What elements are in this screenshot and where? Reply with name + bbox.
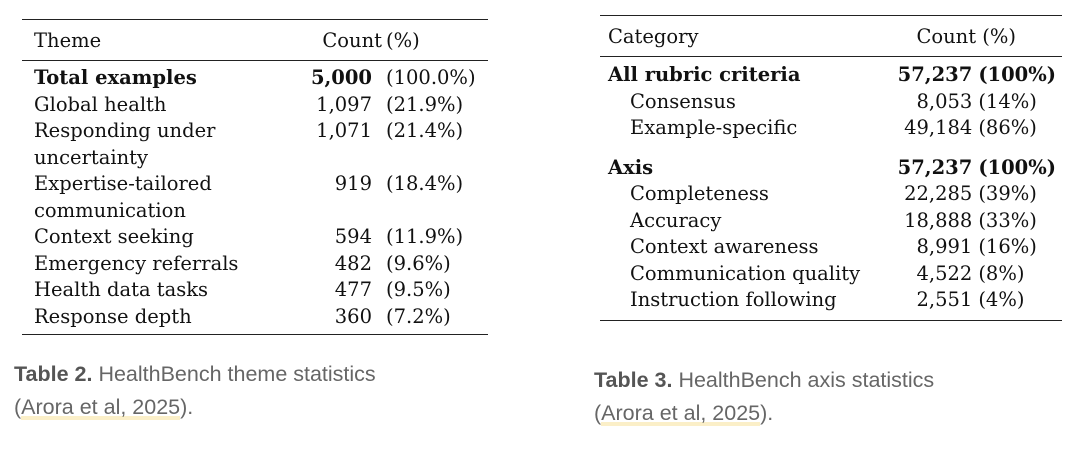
category-count: 49,184 — [904, 116, 973, 139]
theme-pct: (9.5%) — [386, 278, 451, 301]
table-row: Accuracy 18,888 (33%) — [600, 208, 1062, 235]
table-row: Context awareness 8,991 (16%) — [600, 234, 1062, 261]
axis-name: Communication quality — [630, 261, 861, 285]
category-pct: (14%) — [978, 89, 1037, 113]
category-name: Consensus — [630, 89, 736, 113]
theme-count: 919 — [334, 172, 372, 195]
theme-pct: (21.4%) — [386, 119, 464, 142]
category-name: Example-specific — [630, 116, 798, 139]
table-row: Global health 1,097 (21.9%) — [22, 92, 488, 119]
caption-text: HealthBench theme statistics — [92, 362, 376, 386]
header-pct: (%) — [386, 19, 488, 61]
theme-statistics-table: Theme Count (%) Total examples 5,000 (10… — [22, 19, 488, 335]
header-theme: Theme — [22, 19, 304, 61]
axis-name: Context awareness — [630, 235, 819, 258]
theme-count: 1,071 — [316, 119, 372, 142]
header-count-pct: Count (%) — [862, 15, 1062, 57]
axis-count: 4,522 — [916, 261, 973, 285]
theme-name: Context seeking — [34, 225, 194, 248]
caption-open-paren: ( — [594, 401, 602, 425]
theme-pct: (21.9%) — [386, 92, 464, 116]
theme-name: Global health — [34, 92, 167, 116]
table-row: Consensus 8,053 (14%) — [600, 89, 1062, 116]
table-row: Communication quality 4,522 (8%) — [600, 261, 1062, 288]
table-row: Instruction following 2,551 (4%) — [600, 287, 1062, 320]
caption-close-paren: ). — [180, 395, 194, 419]
axis-count: 22,285 — [904, 182, 973, 205]
header-row: Category Count (%) — [600, 15, 1062, 57]
theme-name: Emergency referrals — [34, 251, 239, 275]
theme-name: Expertise-tailored communication — [34, 172, 212, 222]
table-row: Responding under uncertainty 1,071 (21.4%… — [22, 118, 488, 171]
caption-close-paren: ). — [760, 401, 774, 425]
group-count: 57,237 — [897, 63, 973, 86]
total-label: Total examples — [34, 66, 197, 89]
theme-pct: (9.6%) — [386, 251, 451, 275]
total-row: Total examples 5,000 (100.0%) — [22, 61, 488, 92]
axis-count: 8,991 — [916, 235, 973, 258]
header-count: Count — [304, 19, 386, 61]
citation-link[interactable]: Arora et al, 2025 — [21, 395, 181, 420]
theme-count: 594 — [334, 225, 372, 248]
axis-count: 2,551 — [916, 288, 973, 311]
category-count: 8,053 — [916, 89, 973, 113]
caption-open-paren: ( — [14, 395, 22, 419]
theme-count: 477 — [334, 278, 372, 301]
group-pct: (100%) — [978, 63, 1056, 86]
group-count: 57,237 — [897, 155, 973, 179]
total-pct: (100.0%) — [386, 66, 476, 89]
axis-count: 18,888 — [904, 208, 973, 232]
caption-label: Table 3. — [594, 368, 673, 392]
theme-count: 1,097 — [316, 92, 372, 116]
theme-pct: (18.4%) — [386, 172, 464, 195]
theme-count: 482 — [334, 251, 372, 275]
theme-pct: (11.9%) — [386, 225, 464, 248]
group-name: All rubric criteria — [608, 63, 801, 86]
group-row: All rubric criteria 57,237 (100%) — [600, 57, 1062, 89]
table-row: Completeness 22,285 (39%) — [600, 181, 1062, 208]
caption-label: Table 2. — [14, 362, 93, 386]
group-name: Axis — [608, 155, 654, 179]
axis-pct: (33%) — [978, 208, 1037, 232]
axis-pct: (16%) — [978, 235, 1037, 258]
caption-text: HealthBench axis statistics — [672, 368, 935, 392]
group-pct: (100%) — [978, 155, 1056, 179]
axis-pct: (4%) — [978, 288, 1025, 311]
header-row: Theme Count (%) — [22, 19, 488, 61]
citation-link[interactable]: Arora et al, 2025 — [601, 401, 761, 426]
table-2-caption: Table 2. HealthBench theme statistics (Ar… — [14, 358, 484, 424]
theme-name: Responding under uncertainty — [34, 119, 216, 169]
total-count: 5,000 — [310, 66, 372, 89]
theme-count: 360 — [334, 304, 372, 328]
table-row: Health data tasks 477 (9.5%) — [22, 277, 488, 304]
group-row: Axis 57,237 (100%) — [600, 142, 1062, 182]
table-row: Emergency referrals 482 (9.6%) — [22, 251, 488, 278]
axis-name: Completeness — [630, 182, 769, 205]
header-category: Category — [600, 15, 863, 57]
theme-pct: (7.2%) — [386, 304, 451, 328]
table-2: Theme Count (%) Total examples 5,000 (10… — [22, 19, 488, 335]
table-row: Expertise-tailored communication 919 (18.… — [22, 171, 488, 224]
axis-pct: (8%) — [978, 261, 1025, 285]
axis-name: Accuracy — [630, 208, 722, 232]
axis-statistics-table: Category Count (%) All rubric criteria 5… — [600, 15, 1062, 321]
table-3-caption: Table 3. HealthBench axis statistics (Aro… — [594, 364, 1064, 430]
table-row: Response depth 360 (7.2%) — [22, 304, 488, 335]
axis-pct: (39%) — [978, 182, 1037, 205]
table-row: Example-specific 49,184 (86%) — [600, 115, 1062, 142]
table-row: Context seeking 594 (11.9%) — [22, 224, 488, 251]
theme-name: Response depth — [34, 304, 192, 328]
category-pct: (86%) — [978, 116, 1037, 139]
table-3: Category Count (%) All rubric criteria 5… — [600, 15, 1062, 321]
axis-name: Instruction following — [630, 288, 837, 311]
theme-name: Health data tasks — [34, 278, 209, 301]
